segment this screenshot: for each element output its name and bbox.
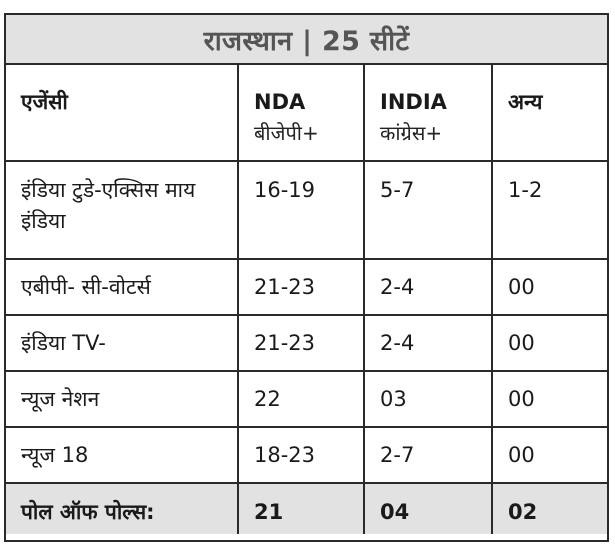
nda-cell: 16-19 [238,161,365,260]
header-india: INDIA कांग्रेस+ [364,65,493,162]
exit-poll-card: राजस्थान | 25 सीटें एजेंसी NDA बीजेपी+ I… [4,13,609,542]
exit-poll-table: एजेंसी NDA बीजेपी+ INDIA कांग्रेस+ अन्य … [6,65,607,534]
agency-cell: इंडिया टुडे-एक्सिस माय इंडिया [6,161,239,260]
header-others-label: अन्य [508,90,543,114]
others-cell: 00 [492,371,607,428]
nda-cell: 21-23 [238,315,365,372]
table-row: न्यूज नेशन 22 03 00 [6,371,607,428]
total-india-cell: 04 [364,483,493,534]
table-row: इंडिया टुडे-एक्सिस माय इंडिया 16-19 5-7 … [6,161,607,260]
others-cell: 00 [492,315,607,372]
others-cell: 00 [492,259,607,316]
header-nda-label: NDA [254,90,306,114]
india-cell: 2-4 [364,315,493,372]
india-cell: 03 [364,371,493,428]
india-cell: 2-7 [364,427,493,484]
header-india-sublabel: कांग्रेस+ [380,121,443,145]
others-cell: 1-2 [492,161,607,260]
header-nda: NDA बीजेपी+ [238,65,365,162]
india-cell: 5-7 [364,161,493,260]
header-others: अन्य [492,65,607,162]
table-row: न्यूज 18 18-23 2-7 00 [6,427,607,484]
agency-cell: न्यूज 18 [6,427,239,484]
total-row: पोल ऑफ पोल्स: 21 04 02 [6,483,607,534]
india-cell: 2-4 [364,259,493,316]
header-india-label: INDIA [380,90,447,114]
total-label-cell: पोल ऑफ पोल्स: [6,483,239,534]
agency-cell: इंडिया TV- [6,315,239,372]
table-row: इंडिया TV- 21-23 2-4 00 [6,315,607,372]
nda-cell: 22 [238,371,365,428]
nda-cell: 18-23 [238,427,365,484]
total-nda-cell: 21 [238,483,365,534]
others-cell: 00 [492,427,607,484]
header-agency-label: एजेंसी [21,90,68,114]
agency-cell: एबीपी- सी-वोटर्स [6,259,239,316]
nda-cell: 21-23 [238,259,365,316]
table-row: एबीपी- सी-वोटर्स 21-23 2-4 00 [6,259,607,316]
total-others-cell: 02 [492,483,607,534]
header-agency: एजेंसी [6,65,239,162]
header-row: एजेंसी NDA बीजेपी+ INDIA कांग्रेस+ अन्य [6,65,607,162]
header-nda-sublabel: बीजेपी+ [254,121,319,145]
agency-cell: न्यूज नेशन [6,371,239,428]
top-strip [0,0,615,13]
table-title: राजस्थान | 25 सीटें [6,15,607,65]
